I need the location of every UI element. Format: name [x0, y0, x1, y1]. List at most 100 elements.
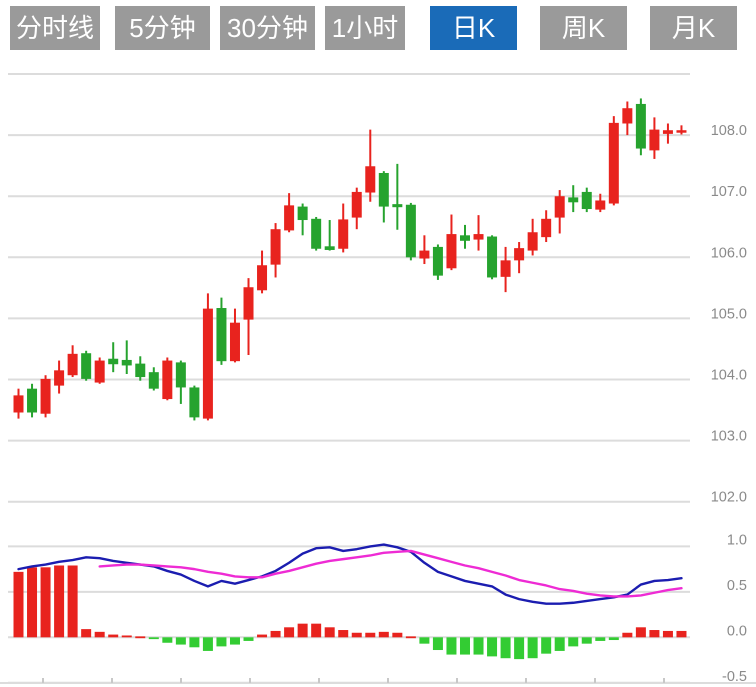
axis-tick-label: 1.0: [727, 532, 747, 548]
candle: [649, 129, 660, 151]
candle: [54, 370, 65, 386]
candle: [162, 360, 173, 400]
macd-bar: [378, 631, 389, 638]
candle: [378, 172, 389, 207]
candle: [27, 388, 38, 413]
candle: [81, 353, 92, 379]
macd-bar: [27, 567, 38, 638]
macd-bar: [392, 632, 403, 638]
dif-line: [17, 543, 683, 605]
macd-bar: [148, 637, 159, 640]
macd-bar: [649, 630, 660, 638]
candle: [392, 204, 403, 208]
macd-bar: [487, 637, 498, 657]
macd-bar: [554, 637, 565, 651]
candle: [608, 122, 619, 204]
macd-bar: [311, 623, 322, 638]
macd-bar: [676, 630, 687, 638]
candle: [13, 395, 24, 413]
macd-bar: [67, 565, 78, 638]
candle: [419, 250, 430, 259]
candle: [541, 218, 552, 238]
macd-bar: [473, 637, 484, 655]
axis-tick-label: 104.0: [711, 368, 747, 384]
candle: [270, 229, 281, 265]
axis-tick-label: 0.5: [727, 578, 747, 594]
macd-bar: [446, 637, 457, 655]
tab-minute-line[interactable]: 分时线: [10, 6, 100, 50]
axis-tick-label: 0.0: [727, 623, 747, 639]
tab-daily-k[interactable]: 日K: [430, 6, 517, 50]
candle: [135, 363, 146, 378]
macd-bar: [229, 637, 240, 645]
tab-5min[interactable]: 5分钟: [115, 6, 210, 50]
macd-bar: [13, 571, 24, 638]
macd-bar: [581, 637, 592, 644]
axis-tick-label: 102.0: [711, 490, 747, 506]
axis-tick-label: 103.0: [711, 429, 747, 445]
candle: [311, 218, 322, 249]
macd-bar: [500, 637, 511, 659]
macd-bar: [405, 636, 416, 639]
candle: [284, 205, 295, 231]
macd-bar: [216, 637, 227, 647]
macd-bar: [257, 634, 268, 638]
candle: [473, 234, 484, 240]
macd-bar: [121, 635, 132, 638]
macd-bar: [202, 637, 213, 651]
macd-bar: [338, 630, 349, 638]
candle: [67, 353, 78, 376]
macd-bar: [514, 637, 525, 660]
tab-1hour[interactable]: 1小时: [325, 6, 405, 50]
macd-bar: [608, 637, 619, 641]
macd-bar: [662, 630, 673, 638]
candle: [338, 219, 349, 249]
candle: [216, 308, 227, 362]
macd-bar: [94, 631, 105, 638]
candle: [622, 108, 633, 124]
macd-bar: [432, 637, 443, 651]
macd-bar: [189, 637, 200, 648]
candle: [459, 235, 470, 241]
macd-bar: [324, 627, 335, 638]
candle: [148, 372, 159, 389]
tab-monthly-k[interactable]: 月K: [650, 6, 737, 50]
candle: [189, 387, 200, 418]
macd-bar: [419, 637, 430, 644]
macd-bar: [541, 637, 552, 654]
macd-bar: [40, 567, 51, 638]
macd-bar: [135, 636, 146, 639]
candle: [175, 362, 186, 388]
candle: [94, 360, 105, 383]
axis-tick-label: 108.0: [711, 123, 747, 139]
macd-bar: [162, 637, 173, 643]
candle: [108, 358, 119, 365]
candle: [405, 204, 416, 258]
dea-line: [98, 549, 683, 598]
candle: [121, 359, 132, 366]
candle: [595, 200, 606, 210]
candle: [365, 166, 376, 193]
macd-bar: [527, 637, 538, 659]
candle: [635, 103, 646, 149]
candle: [581, 191, 592, 210]
axis-tick-label: 106.0: [711, 245, 747, 261]
axis-tick-label: 107.0: [711, 184, 747, 200]
macd-bar: [351, 632, 362, 638]
macd-bar: [108, 634, 119, 638]
candle: [229, 322, 240, 362]
axis-tick-label: 105.0: [711, 306, 747, 322]
candle: [527, 232, 538, 251]
macd-bar: [365, 632, 376, 638]
candle: [202, 308, 213, 419]
candle: [257, 265, 268, 291]
macd-bar: [243, 637, 254, 641]
tab-30min[interactable]: 30分钟: [220, 6, 315, 50]
tab-weekly-k[interactable]: 周K: [540, 6, 627, 50]
candle: [243, 287, 254, 320]
macd-bar: [459, 637, 470, 655]
candle: [554, 196, 565, 218]
candle: [40, 378, 51, 414]
